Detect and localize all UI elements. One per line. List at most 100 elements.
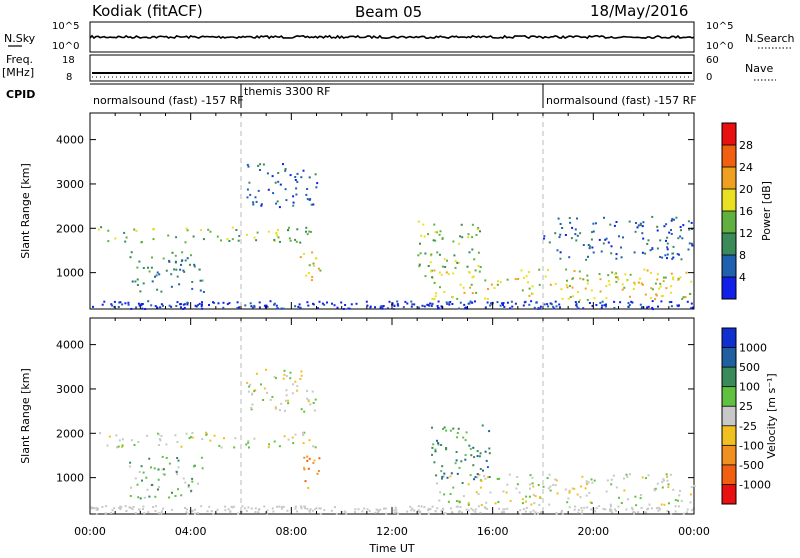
scatter-cell bbox=[283, 373, 286, 376]
scatter-cell bbox=[565, 284, 568, 286]
ground-scatter-cell bbox=[674, 505, 677, 508]
scatter-cell bbox=[136, 483, 139, 486]
ground-scatter-cell bbox=[421, 304, 424, 307]
scatter-cell bbox=[478, 455, 481, 458]
ground-scatter-cell bbox=[118, 506, 121, 509]
scatter-cell bbox=[156, 271, 159, 274]
ground-scatter-cell bbox=[605, 303, 607, 306]
scatter-cell bbox=[177, 488, 179, 491]
scatter-cell bbox=[311, 251, 314, 254]
scatter-cell bbox=[299, 256, 302, 259]
scatter-cell bbox=[177, 466, 180, 469]
scatter-cell bbox=[447, 273, 450, 276]
scatter-cell bbox=[610, 478, 613, 481]
scatter-cell bbox=[672, 488, 675, 491]
ground-scatter-cell bbox=[354, 508, 357, 511]
scatter-cell bbox=[161, 455, 164, 458]
scatter-cell bbox=[677, 253, 680, 256]
ground-scatter-cell bbox=[111, 509, 114, 512]
scatter-cell bbox=[191, 477, 194, 480]
scatter-cell bbox=[266, 172, 269, 175]
scatter-cell bbox=[423, 235, 426, 238]
ground-scatter-cell bbox=[617, 505, 620, 508]
ground-scatter-cell bbox=[232, 505, 235, 508]
scatter-cell bbox=[248, 446, 250, 449]
scatter-cell bbox=[257, 164, 260, 167]
scatter-cell bbox=[575, 239, 578, 242]
scatter-cell bbox=[464, 458, 467, 461]
ground-scatter-cell bbox=[441, 509, 444, 512]
ground-scatter-cell bbox=[124, 505, 127, 508]
scatter-cell bbox=[176, 275, 179, 278]
scatter-cell bbox=[465, 431, 468, 434]
scatter-cell bbox=[561, 227, 564, 229]
power-colorbar-label: Power [dB] bbox=[760, 181, 773, 241]
scatter-cell bbox=[292, 204, 295, 207]
ground-scatter-cell bbox=[197, 304, 199, 307]
scatter-cell bbox=[121, 445, 124, 448]
ground-scatter-cell bbox=[430, 304, 433, 307]
ground-scatter-cell bbox=[286, 509, 289, 512]
scatter-cell bbox=[308, 230, 311, 233]
ground-scatter-cell bbox=[144, 308, 147, 310]
scatter-cell bbox=[106, 444, 109, 447]
ground-scatter-cell bbox=[191, 510, 194, 513]
scatter-cell bbox=[249, 193, 252, 196]
colorbar-tick-label: -25 bbox=[739, 420, 757, 433]
scatter-cell bbox=[636, 226, 639, 229]
scatter-cell bbox=[303, 410, 306, 413]
scatter-cell bbox=[284, 168, 287, 170]
ground-scatter-cell bbox=[411, 303, 414, 306]
scatter-cell bbox=[579, 485, 582, 488]
scatter-cell bbox=[275, 231, 278, 234]
scatter-cell bbox=[693, 484, 696, 487]
scatter-cell bbox=[303, 456, 306, 459]
scatter-cell bbox=[656, 273, 659, 276]
ground-scatter-cell bbox=[582, 307, 585, 310]
ground-scatter-cell bbox=[208, 304, 210, 306]
scatter-cell bbox=[237, 239, 240, 242]
scatter-cell bbox=[454, 462, 457, 465]
ground-scatter-cell bbox=[326, 301, 328, 304]
ground-scatter-cell bbox=[448, 301, 451, 304]
ground-scatter-cell bbox=[511, 305, 514, 308]
scatter-cell bbox=[554, 282, 557, 285]
scatter-cell bbox=[566, 286, 569, 289]
ground-scatter-cell bbox=[657, 305, 659, 308]
scatter-cell bbox=[559, 251, 562, 254]
ground-scatter-cell bbox=[243, 507, 246, 510]
scatter-cell bbox=[598, 273, 601, 275]
ground-scatter-cell bbox=[467, 509, 470, 512]
ground-scatter-cell bbox=[244, 304, 247, 307]
ground-scatter-cell bbox=[455, 505, 458, 508]
scatter-cell bbox=[608, 283, 611, 286]
scatter-cell bbox=[531, 482, 534, 485]
ground-scatter-cell bbox=[479, 511, 482, 514]
scatter-cell bbox=[312, 203, 315, 206]
scatter-cell bbox=[680, 229, 682, 232]
scatter-cell bbox=[604, 238, 607, 241]
ground-scatter-cell bbox=[677, 505, 680, 508]
ground-scatter-cell bbox=[282, 505, 285, 508]
scatter-cell bbox=[461, 236, 464, 239]
scatter-cell bbox=[292, 201, 295, 204]
ground-scatter-cell bbox=[135, 306, 138, 309]
ground-scatter-cell bbox=[486, 301, 489, 304]
scatter-cell bbox=[461, 482, 464, 484]
ground-scatter-cell bbox=[141, 303, 144, 305]
scatter-cell bbox=[647, 474, 650, 477]
cpid-segment-label: normalsound (fast) -157 RF bbox=[93, 94, 244, 107]
ground-scatter-cell bbox=[154, 305, 157, 308]
scatter-cell bbox=[289, 174, 292, 177]
scatter-cell bbox=[585, 258, 588, 261]
ground-scatter-cell bbox=[296, 510, 299, 513]
scatter-cell bbox=[278, 206, 281, 209]
ground-scatter-cell bbox=[90, 506, 93, 509]
scatter-cell bbox=[547, 269, 550, 272]
ground-scatter-cell bbox=[444, 512, 447, 515]
ground-scatter-cell bbox=[631, 511, 634, 514]
scatter-cell bbox=[435, 231, 438, 234]
scatter-cell bbox=[148, 495, 151, 498]
ground-scatter-cell bbox=[442, 507, 445, 510]
scatter-cell bbox=[554, 484, 557, 487]
